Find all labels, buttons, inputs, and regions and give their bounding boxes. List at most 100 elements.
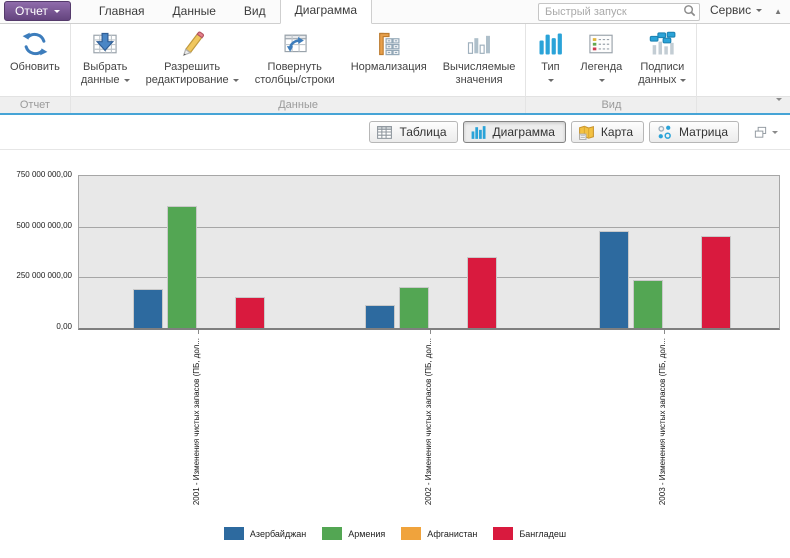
ribbon-button-label: Обновить [10,61,60,73]
chevron-down-icon [232,78,239,82]
tab-home[interactable]: Главная [98,4,145,18]
bar-Бангладеш[interactable] [235,297,265,328]
tab-chart[interactable]: Диаграмма [279,0,373,24]
bar-Армения[interactable] [633,280,663,328]
ribbon-button-data-labels[interactable]: Подписи данных [630,26,694,96]
ribbon-button-pivot-columns-rows[interactable]: Повернуть столбцы/строки [247,26,343,96]
bar-Армения[interactable] [399,287,429,328]
legend-swatch [322,527,343,540]
view-button-label: Таблица [399,125,447,139]
ribbon-button-legend[interactable]: Легенда [572,26,630,96]
service-menu-button[interactable]: Сервис [700,3,772,17]
view-button-matrix[interactable]: Матрица [649,121,739,143]
bar-Бангладеш[interactable] [701,236,731,328]
select-data-icon [91,30,119,58]
ribbon-button-label: Подписи данных [638,61,687,87]
gridline [79,277,779,278]
y-axis-tick-label: 500 000 000,00 [16,220,72,230]
view-button-chart[interactable]: Диаграмма [462,121,566,143]
bar-Азербайджан[interactable] [365,305,395,328]
matrix-icon [656,124,673,141]
y-axis-tick-label: 250 000 000,00 [16,271,72,281]
view-toolbar: Таблица Диаграмма Карта Матрица [0,115,790,150]
bar-slot [599,231,629,328]
chart-icon [470,124,487,141]
ribbon-group-label-data: Данные [70,96,526,113]
chevron-down-icon [756,8,763,12]
ribbon-button-allow-editing[interactable]: Разрешить редактирование [138,26,247,96]
chevron-down-icon [53,9,60,13]
legend-swatch [493,527,514,540]
report-menu-button[interactable]: Отчет [4,1,71,21]
ribbon-button-label: Разрешить редактирование [146,61,239,87]
ribbon-group-report: Обновить Отчет [0,24,71,113]
ribbon-button-refresh[interactable]: Обновить [2,26,68,96]
view-button-table[interactable]: Таблица [369,121,458,143]
legend-label: Азербайджан [249,528,307,539]
bar-Азербайджан[interactable] [599,231,629,328]
bar-slot [467,257,497,328]
map-icon [578,124,595,141]
y-axis-tick-label: 0,00 [56,322,72,331]
bar-slot [633,280,663,328]
ribbon-button-type[interactable]: Тип [528,26,572,96]
bar-Азербайджан[interactable] [133,289,163,328]
legend-item-Азербайджан[interactable]: Азербайджан [223,527,307,540]
ribbon-button-label: Нормализация [350,61,427,73]
x-axis-category-label: 2003 - Изменения чистых запасов (ПБ, дол… [658,338,667,506]
legend-label: Бангладеш [519,528,567,539]
view-button-map[interactable]: Карта [570,121,645,143]
legend-item-Афганистан[interactable]: Афганистан [401,527,477,540]
report-menu-label: Отчет [15,4,48,18]
tab-data[interactable]: Данные [172,4,216,18]
legend-item-Армения[interactable]: Армения [322,527,385,540]
collapse-ribbon-button[interactable]: ▲ [774,7,782,16]
ribbon-group-data: Выбрать данные Разрешить редактирование По… [70,24,527,113]
ribbon-options-arrow[interactable] [776,91,782,109]
search-input[interactable] [537,3,700,21]
ribbon-button-label: Повернуть столбцы/строки [254,61,335,86]
ribbon-button-normalization[interactable]: Нормализация [343,26,435,96]
x-axis-tick [430,330,431,334]
x-axis-tick [664,330,665,334]
legend-item-Бангладеш[interactable]: Бангладеш [493,527,566,540]
gridline [79,227,779,228]
view-button-label: Диаграмма [492,125,555,139]
bar-group-2002 [365,257,497,328]
refresh-icon [21,30,49,58]
data-labels-icon [648,30,676,58]
view-switcher: Таблица Диаграмма Карта Матрица [369,121,739,143]
ribbon-button-label: Тип [541,61,560,87]
bar-Армения[interactable] [167,206,197,328]
ribbon-tabs: Главная Данные Вид Диаграмма [85,0,373,24]
legend-swatch [401,527,422,540]
bar-Бангладеш[interactable] [467,257,497,328]
ribbon-button-calculated-values[interactable]: Вычисляемые значения [435,26,524,96]
ribbon-groups: Обновить Отчет Выбрать данные Разрешить реда… [0,24,790,113]
bar-group-2003 [599,231,731,328]
ribbon-group-label-report: Отчет [0,96,70,113]
chevron-down-icon [772,130,778,134]
ribbon-button-select-data[interactable]: Выбрать данные [73,26,138,96]
bar-slot [365,305,395,328]
tab-view[interactable]: Вид [243,4,266,18]
ribbon-button-label: Выбрать данные [81,61,130,87]
type-icon [536,30,564,58]
window-layout-button[interactable] [743,125,782,140]
bar-slot [167,206,197,328]
table-icon [376,124,393,141]
legend-icon [587,30,615,58]
cascade-windows-icon [753,125,768,140]
chart-area: 750 000 000,00 500 000 000,00 250 000 000,… [0,150,790,557]
normalize-icon [375,30,403,58]
bar-slot [133,289,163,328]
chevron-down-icon [598,78,605,82]
calc-values-icon [465,30,493,58]
chart-plot-area [78,175,780,330]
edit-icon [178,30,206,58]
search-icon[interactable] [682,3,697,18]
accent-divider [0,113,790,115]
chart-legend: Азербайджан Армения Афганистан Бангладеш [0,527,790,540]
chevron-down-icon [680,78,687,82]
x-axis-category-label: 2002 - Изменения чистых запасов (ПБ, дол… [424,338,433,506]
